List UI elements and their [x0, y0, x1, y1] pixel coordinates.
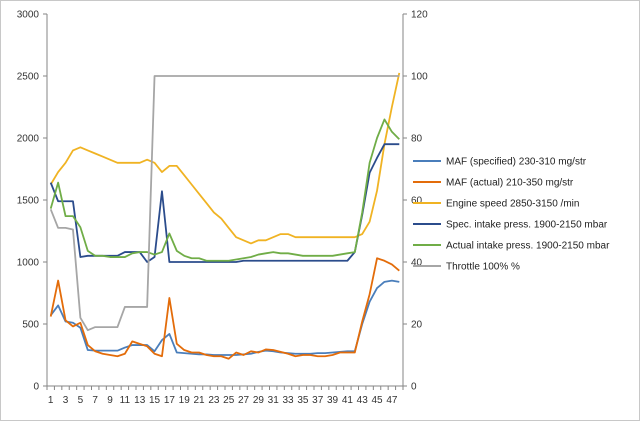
y-left-tick-label: 0	[33, 382, 39, 393]
y-right-tick-label: 40	[411, 258, 423, 269]
series-layer	[49, 72, 401, 360]
y-right-tick-label: 60	[411, 196, 423, 207]
y-right-tick-label: 20	[411, 320, 423, 331]
series-line-1	[49, 279, 400, 356]
legend-label-3: Engine speed 2850-3150 /min	[446, 199, 579, 210]
x-tick-label: 35	[297, 395, 309, 406]
x-tick-label: 27	[238, 395, 250, 406]
x-tick-label: 29	[253, 395, 265, 406]
series-line-6	[49, 75, 400, 332]
x-tick-label: 5	[78, 395, 84, 406]
series-line-3	[49, 72, 401, 245]
x-tick-label: 1	[48, 395, 54, 406]
y-left-tick-label: 2500	[17, 72, 40, 83]
x-tick-label: 21	[193, 395, 205, 406]
y-left-tick-label: 3000	[17, 10, 40, 21]
y-right-tick-label: 0	[411, 382, 417, 393]
legend-label-4: Spec. intake press. 1900-2150 mbar	[446, 220, 608, 231]
x-tick-label: 15	[149, 395, 161, 406]
y-left-tick-label: 2000	[17, 134, 40, 145]
series-line-5	[49, 118, 400, 262]
legend: MAF (specified) 230-310 mg/str MAF (actua…	[413, 157, 610, 273]
series-line-2	[49, 257, 400, 360]
x-tick-label: 39	[327, 395, 339, 406]
legend-label-2: MAF (actual) 210-350 mg/str	[446, 178, 574, 189]
y-right-tick-label: 80	[411, 134, 423, 145]
x-tick-label: 25	[223, 395, 235, 406]
x-tick-label: 13	[134, 395, 146, 406]
legend-label-5: Actual intake press. 1900-2150 mbar	[446, 241, 610, 252]
legend-label-6: Throttle 100% %	[446, 262, 520, 273]
y-left-tick-label: 1000	[17, 258, 40, 269]
x-tick-label: 19	[179, 395, 191, 406]
x-tick-label: 43	[357, 395, 369, 406]
y-right-tick-label: 100	[411, 72, 428, 83]
legend-label-1: MAF (specified) 230-310 mg/str	[446, 157, 587, 168]
y-left-tick-label: 1500	[17, 196, 40, 207]
x-tick-label: 17	[164, 395, 176, 406]
x-tick-label: 11	[120, 395, 131, 406]
x-tick-label: 45	[371, 395, 383, 406]
y-left-tick-label: 500	[22, 320, 39, 331]
x-tick-label: 47	[386, 395, 398, 406]
x-tick-label: 7	[92, 395, 98, 406]
y-right-tick-label: 120	[411, 10, 428, 21]
x-tick-label: 41	[342, 395, 354, 406]
x-tick-label: 31	[268, 395, 280, 406]
x-tick-label: 3	[63, 395, 69, 406]
x-tick-label: 33	[282, 395, 294, 406]
series-line-4	[49, 143, 400, 263]
x-tick-label: 37	[312, 395, 324, 406]
axes: 0 500 1000 1500 2000 2500 3000 0 20 40 60 80 100 120 1…	[17, 10, 428, 407]
x-tick-label: 9	[107, 395, 113, 406]
x-tick-label: 23	[208, 395, 220, 406]
